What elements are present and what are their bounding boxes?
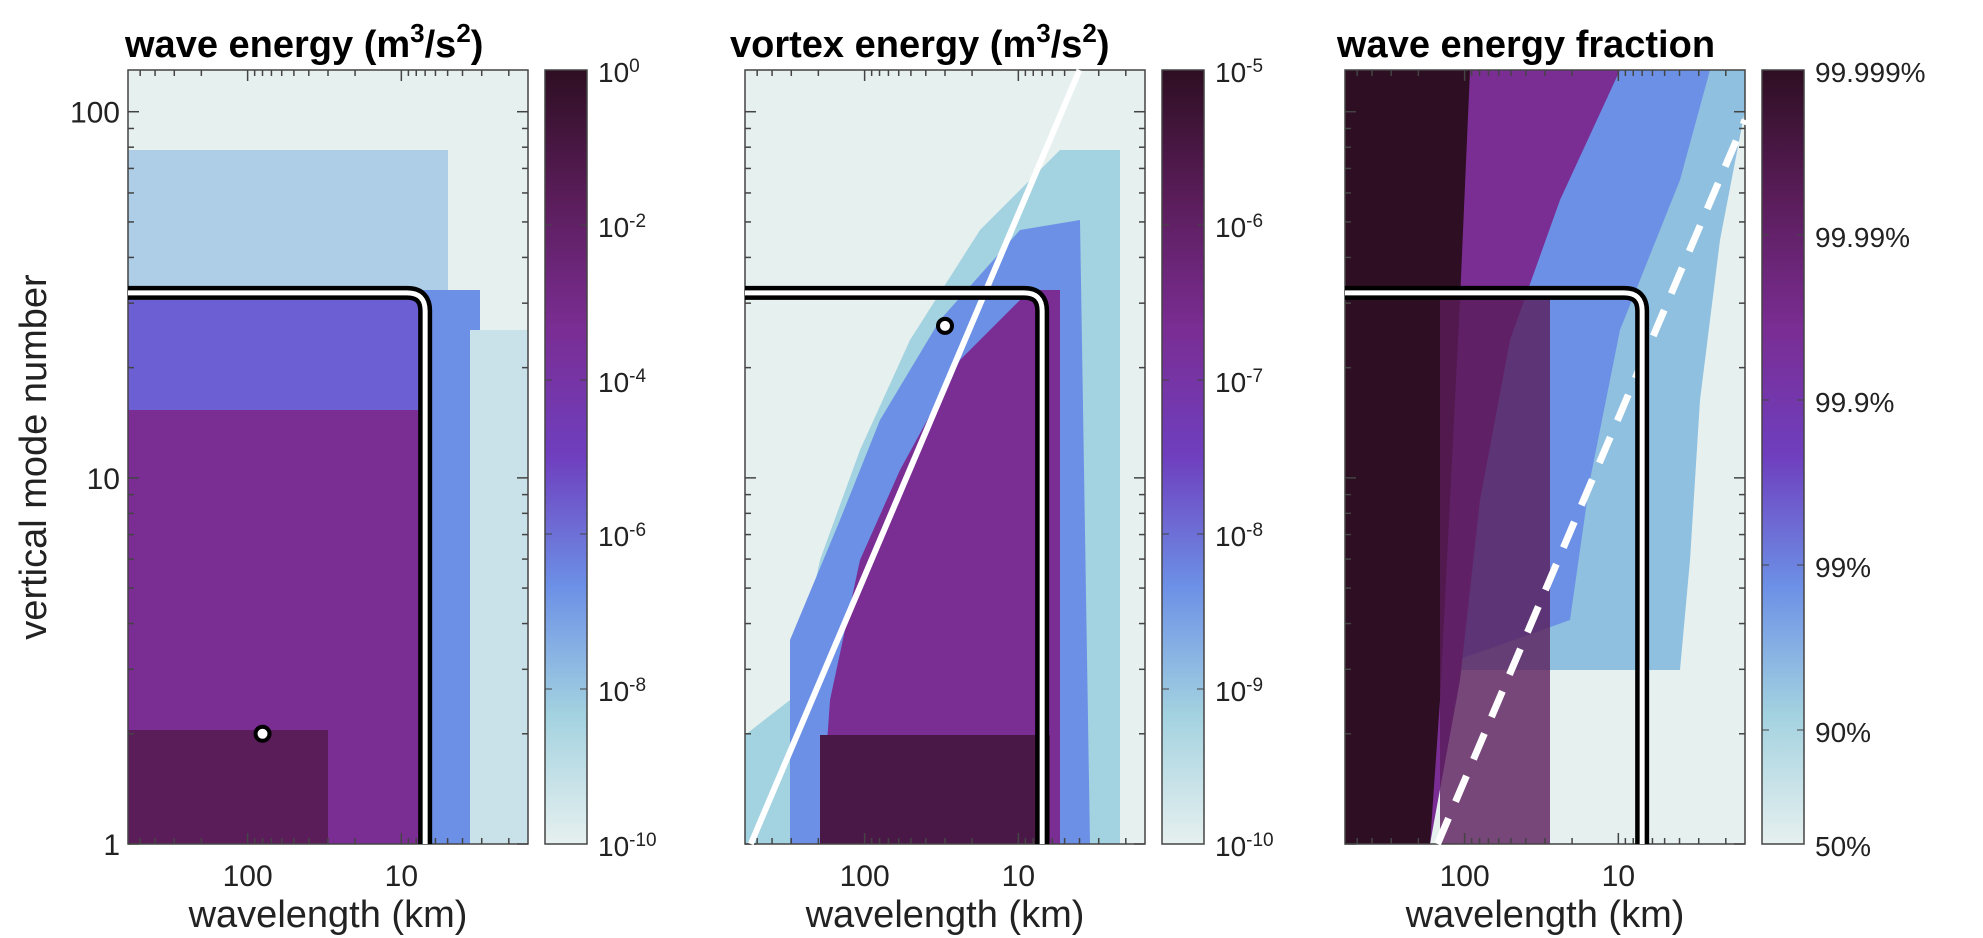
y-tick-label: 100: [70, 97, 120, 130]
x-tick-label: 100: [223, 860, 273, 893]
colorbar-tick-label: 10-10: [1215, 830, 1274, 863]
x-axis-label: wavelength (km): [1405, 894, 1685, 936]
axes-ticks: 100 10: [1345, 70, 1745, 893]
panel-title: wave energy (m3/s2): [124, 18, 483, 66]
fraction-region-high: [1440, 290, 1550, 844]
energy-region-peak: [128, 730, 328, 844]
energy-region-strong: [820, 290, 1060, 844]
x-tick-label: 100: [1440, 860, 1490, 893]
fraction-region-99-999: [1345, 70, 1470, 844]
colorbar-tick-label: 99.9%: [1815, 387, 1894, 418]
colorbar-tick-label: 10-5: [1215, 56, 1263, 89]
y-tick-label: 10: [87, 463, 120, 496]
cutoff-contour: [128, 290, 428, 844]
y-tick-label: 1: [103, 829, 120, 862]
colorbar-tick-label: 90%: [1815, 717, 1871, 748]
energy-region-peak: [820, 735, 1050, 844]
colorbar-tick-label: 99.99%: [1815, 222, 1910, 253]
colorbar-tick-label: 10-8: [1215, 520, 1263, 553]
colorbar-tick-label: 10-10: [598, 830, 657, 863]
energy-region-high-modes: [128, 150, 448, 300]
diagonal-line: [748, 68, 1083, 846]
axes-ticks: 100 10: [745, 70, 1145, 893]
colorbar-tick-label: 10-7: [1215, 366, 1263, 399]
panel-title: wave energy fraction: [1336, 24, 1715, 66]
colorbar: [544, 69, 588, 845]
colorbar-tick-label: 10-4: [598, 366, 646, 399]
colorbar-tick-label: 99%: [1815, 552, 1871, 583]
panel-wave-energy: wave energy (m3/s2) 100 10 1 10 100 waveleng…: [13, 18, 657, 936]
x-tick-label: 10: [1002, 860, 1035, 893]
x-tick-label: 100: [840, 860, 890, 893]
panel-vortex-energy: vortex energy (m3/s2) 100 10 wavelength (…: [730, 18, 1274, 936]
panel-wave-energy-fraction: wave energy fraction 100 10 wavelength (k…: [1336, 24, 1926, 936]
x-axis-label: wavelength (km): [805, 894, 1085, 936]
heatmap-area: [128, 70, 528, 844]
marker-point: [936, 316, 954, 335]
colorbar-tick-label: 10-8: [598, 675, 646, 708]
y-axis-label: vertical mode number: [13, 274, 55, 640]
colorbar-tick-label: 10-2: [598, 211, 646, 244]
colorbar-tick-label: 50%: [1815, 831, 1871, 862]
x-tick-label: 10: [1602, 860, 1635, 893]
cutoff-contour: [1345, 290, 1645, 844]
colorbar-ticks: [545, 69, 587, 845]
colorbar-tick-label: 10-9: [1215, 675, 1263, 708]
diagonal-line-dashed: [1434, 118, 1749, 846]
panel-title: vortex energy (m3/s2): [730, 18, 1110, 66]
colorbar: [1761, 69, 1805, 845]
colorbar-tick-label: 99.999%: [1815, 57, 1926, 88]
colorbar-tick-label: 10-6: [1215, 211, 1263, 244]
energy-tail: [470, 330, 528, 844]
heatmap-area: [745, 70, 1145, 844]
marker-point: [253, 724, 272, 743]
colorbar-ticks: [1162, 69, 1204, 845]
x-tick-label: 10: [385, 860, 418, 893]
axes-ticks: 100 10 1 10 100: [70, 70, 528, 893]
colorbar-ticks: [1762, 69, 1804, 845]
colorbar-tick-label: 100: [598, 56, 640, 89]
colorbar-tick-label: 10-6: [598, 520, 646, 553]
cutoff-contour: [745, 290, 1045, 844]
x-axis-label: wavelength (km): [188, 894, 468, 936]
energy-region-mid-modes: [128, 290, 438, 410]
colorbar: [1161, 69, 1205, 845]
heatmap-area: [1345, 70, 1745, 844]
